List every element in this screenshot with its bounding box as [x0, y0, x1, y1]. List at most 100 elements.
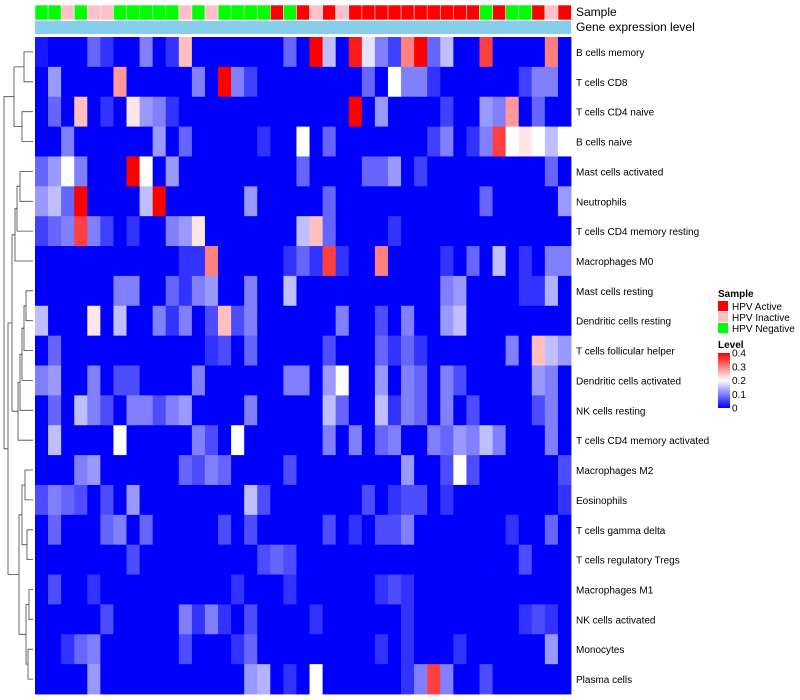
heatmap-cell	[544, 186, 559, 217]
heatmap-cell	[218, 96, 232, 127]
heatmap-cell	[296, 216, 310, 247]
heatmap-cell	[257, 275, 271, 307]
heatmap-cell	[479, 305, 493, 337]
heatmap-cell	[244, 664, 258, 695]
heatmap-cell	[178, 66, 193, 98]
row-label: Neutrophils	[576, 197, 627, 208]
heatmap-cell	[244, 455, 258, 486]
heatmap-cell	[165, 484, 180, 516]
heatmap-cell	[505, 335, 520, 366]
heatmap-cell	[87, 604, 101, 635]
heatmap-cell	[374, 604, 389, 635]
heatmap-cell	[374, 156, 389, 187]
heatmap-cell	[374, 66, 389, 98]
heatmap-cell	[505, 186, 520, 217]
heatmap-cell	[191, 305, 206, 337]
heatmap-cell	[440, 664, 454, 695]
heatmap-cell	[414, 544, 428, 575]
heatmap-cell	[479, 66, 493, 98]
heatmap-cell	[87, 186, 101, 217]
heatmap-cell	[113, 634, 127, 665]
heatmap-cell	[427, 574, 441, 605]
heatmap-cell	[231, 37, 245, 68]
row-label: Dendritic cells resting	[576, 317, 671, 328]
heatmap-cell	[178, 634, 193, 665]
heatmap-cell	[218, 544, 232, 575]
heatmap-cell	[113, 156, 127, 187]
heatmap-cell	[387, 395, 402, 426]
heatmap-cell	[440, 544, 454, 575]
heatmap-cell	[35, 96, 49, 127]
row-label: NK cells resting	[576, 406, 645, 417]
heatmap-cell	[518, 305, 533, 337]
heatmap-cell	[191, 455, 206, 486]
heatmap-cell	[48, 275, 62, 307]
heatmap-cell	[152, 37, 167, 68]
heatmap-cell	[270, 96, 284, 127]
dendrogram-branch	[7, 322, 19, 575]
heatmap-cell	[466, 66, 480, 98]
sample-track-cell	[505, 4, 520, 21]
heatmap-cell	[61, 395, 75, 426]
heatmap-cell	[296, 246, 310, 277]
heatmap-cell	[309, 37, 324, 68]
dendrogram-branch	[25, 290, 33, 322]
heatmap-cell	[335, 96, 350, 127]
heatmap-cell	[257, 335, 271, 366]
dendrogram-branch	[16, 185, 33, 232]
heatmap-cell	[335, 634, 350, 665]
sample-track-cell	[152, 4, 167, 21]
dendrogram-branch	[27, 648, 33, 680]
heatmap-cell	[387, 335, 402, 366]
heatmap-cell	[466, 395, 480, 426]
heatmap-cell	[505, 425, 520, 456]
heatmap-cell	[335, 425, 350, 456]
heatmap-cell	[165, 634, 180, 665]
heatmap-cell	[152, 664, 167, 695]
heatmap-cell	[335, 66, 350, 98]
heatmap-cell	[100, 634, 114, 665]
heatmap-cell	[74, 246, 88, 277]
heatmap-cell	[204, 246, 219, 277]
heatmap-cell	[100, 484, 114, 516]
dendrogram-branch	[13, 66, 24, 127]
heatmap-cell	[126, 634, 140, 665]
heatmap-cell	[401, 544, 415, 575]
heatmap-cell	[427, 126, 441, 157]
heatmap-cell	[348, 156, 363, 187]
heatmap-cell	[257, 305, 271, 337]
heatmap-cell	[296, 395, 310, 426]
heatmap-cell	[387, 544, 402, 575]
heatmap-cell	[557, 544, 572, 575]
heatmap-cell	[335, 37, 350, 68]
heatmap-cell	[322, 246, 337, 277]
heatmap-cell	[113, 574, 127, 605]
heatmap-cell	[283, 186, 297, 217]
heatmap-cell	[374, 574, 389, 605]
row-label: T cells CD8	[576, 78, 628, 89]
heatmap-cell	[113, 664, 127, 695]
heatmap-cell	[479, 275, 493, 307]
heatmap-cell	[492, 365, 507, 396]
heatmap-cell	[283, 246, 297, 277]
heatmap-cell	[218, 186, 232, 217]
heatmap-cell	[531, 186, 546, 217]
heatmap-cell	[387, 37, 402, 68]
sample-track-cell	[283, 4, 298, 21]
sample-track-cell	[296, 4, 311, 21]
heatmap-cell	[531, 664, 546, 695]
heatmap-cell	[139, 574, 154, 605]
heatmap-cell	[374, 544, 389, 575]
heatmap-cell	[414, 126, 428, 157]
heatmap-cell	[74, 96, 88, 127]
heatmap-cell	[466, 634, 480, 665]
heatmap-cell	[139, 96, 154, 127]
heatmap-cell	[309, 425, 324, 456]
heatmap-cell	[257, 574, 271, 605]
heatmap-cell	[139, 455, 154, 486]
heatmap-cell	[191, 335, 206, 366]
heatmap-cell	[309, 126, 324, 157]
heatmap-cell	[414, 305, 428, 337]
heatmap-cell	[48, 216, 62, 247]
